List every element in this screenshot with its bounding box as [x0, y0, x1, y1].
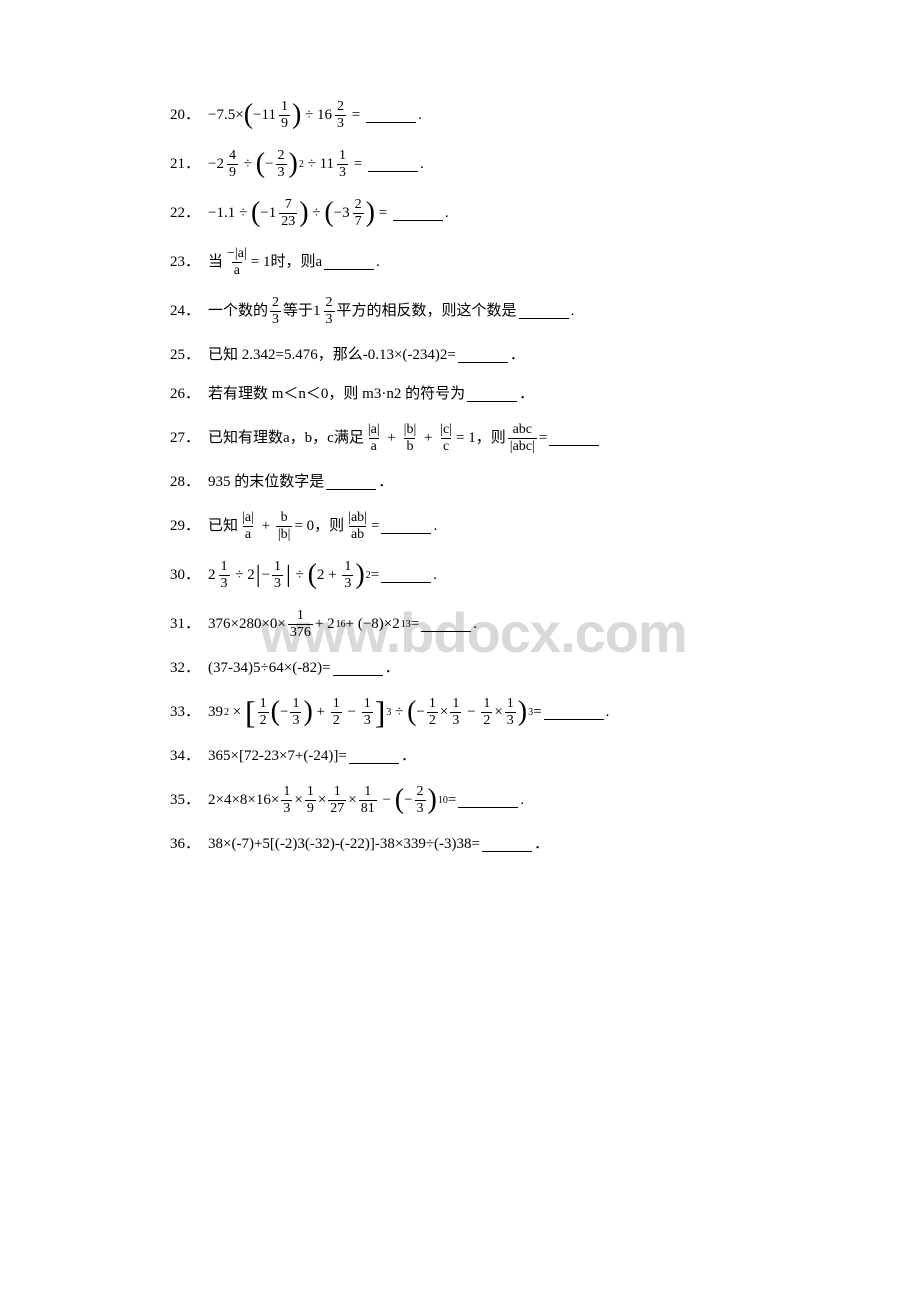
- answer-blank: [549, 431, 599, 446]
- expression: 当 −|a|a = 1时，则a: [208, 247, 322, 278]
- answer-blank: [458, 348, 508, 363]
- problem-number: 31．: [170, 614, 200, 635]
- answer-blank: [381, 568, 431, 583]
- problem-number: 33．: [170, 702, 200, 723]
- expression: 213 ÷ 2 | − 13 | ÷ ( 2 + 13 )2 =: [208, 560, 379, 591]
- expression: 38×(-7)+5[(-2)3(-32)-(-22)]-38×339÷(-3)3…: [208, 834, 480, 855]
- problem-24: 24． 一个数的 23 等于 123 平方的相反数，则这个数是 .: [170, 296, 750, 327]
- problem-number: 27．: [170, 428, 200, 449]
- problem-number: 20．: [170, 105, 200, 126]
- problem-number: 21．: [170, 154, 200, 175]
- expression: 一个数的 23 等于 123 平方的相反数，则这个数是: [208, 296, 517, 327]
- problem-21: 21． − 249 ÷ ( − 23 )2 ÷ 1113 = .: [170, 149, 750, 180]
- expression: (37-34)5÷64×(-82)=: [208, 658, 331, 679]
- answer-blank: [421, 617, 471, 632]
- problem-number: 35．: [170, 790, 200, 811]
- problem-25: 25． 已知 2.342=5.476，那么-0.13×(-234)2= ．: [170, 345, 750, 366]
- answer-blank: [519, 304, 569, 319]
- problem-33: 33． 392 × [ 12 ( − 13 ) + 12 − 13 ]3 ÷ (…: [170, 697, 750, 728]
- problem-number: 29．: [170, 516, 200, 537]
- answer-blank: [349, 749, 399, 764]
- problem-22: 22． − 1.1 ÷ ( − 1723 ) ÷ ( − 327 ) = .: [170, 198, 750, 229]
- expression: 392 × [ 12 ( − 13 ) + 12 − 13 ]3 ÷ ( − 1…: [208, 697, 542, 728]
- problem-23: 23． 当 −|a|a = 1时，则a .: [170, 247, 750, 278]
- answer-blank: [333, 661, 383, 676]
- expression: − 1.1 ÷ ( − 1723 ) ÷ ( − 327 ) =: [208, 198, 391, 229]
- problem-31: 31． 376×280×0× 1376 + 216 + (−8)×213 = .: [170, 609, 750, 640]
- answer-blank: [324, 255, 374, 270]
- problem-number: 28．: [170, 472, 200, 493]
- problem-32: 32． (37-34)5÷64×(-82)= ．: [170, 658, 750, 679]
- answer-blank: [381, 519, 431, 534]
- problem-number: 34．: [170, 746, 200, 767]
- problem-number: 22．: [170, 203, 200, 224]
- problem-20: 20． − 7.5× ( − 1119 ) ÷ 1623 = .: [170, 100, 750, 131]
- problem-34: 34． 365×[72-23×7+(-24)]= ．: [170, 746, 750, 767]
- answer-blank: [326, 475, 376, 490]
- problem-number: 36．: [170, 834, 200, 855]
- problem-28: 28． 935 的末位数字是 ．: [170, 472, 750, 493]
- problem-30: 30． 213 ÷ 2 | − 13 | ÷ ( 2 + 13 )2 = .: [170, 560, 750, 591]
- problem-35: 35． 2×4×8×16× 13 × 19 × 127 × 181 − ( − …: [170, 785, 750, 816]
- problems-list: 20． − 7.5× ( − 1119 ) ÷ 1623 = . 21． − 2…: [170, 100, 750, 855]
- problem-number: 26．: [170, 384, 200, 405]
- expression: 935 的末位数字是: [208, 472, 324, 493]
- problem-26: 26． 若有理数 m＜n＜0，则 m3·n2 的符号为 ．: [170, 384, 750, 405]
- expression: 365×[72-23×7+(-24)]=: [208, 746, 347, 767]
- answer-blank: [366, 108, 416, 123]
- answer-blank: [393, 206, 443, 221]
- answer-blank: [544, 705, 604, 720]
- expression: − 249 ÷ ( − 23 )2 ÷ 1113 =: [208, 149, 366, 180]
- expression: 376×280×0× 1376 + 216 + (−8)×213 =: [208, 609, 419, 640]
- expression: 若有理数 m＜n＜0，则 m3·n2 的符号为: [208, 384, 465, 405]
- problem-number: 30．: [170, 565, 200, 586]
- problem-number: 23．: [170, 252, 200, 273]
- expression: 已知有理数a，b，c满足 |a|a + |b|b + |c|c = 1，则 ab…: [208, 423, 547, 454]
- expression: 已知 |a|a + b|b| = 0，则 |ab|ab =: [208, 511, 379, 542]
- expression: − 7.5× ( − 1119 ) ÷ 1623 =: [208, 100, 364, 131]
- problem-36: 36． 38×(-7)+5[(-2)3(-32)-(-22)]-38×339÷(…: [170, 834, 750, 855]
- expression: 2×4×8×16× 13 × 19 × 127 × 181 − ( − 23 )…: [208, 785, 456, 816]
- expression: 已知 2.342=5.476，那么-0.13×(-234)2=: [208, 345, 456, 366]
- problem-27: 27． 已知有理数a，b，c满足 |a|a + |b|b + |c|c = 1，…: [170, 423, 750, 454]
- answer-blank: [467, 387, 517, 402]
- answer-blank: [458, 793, 518, 808]
- answer-blank: [482, 837, 532, 852]
- problem-number: 32．: [170, 658, 200, 679]
- problem-29: 29． 已知 |a|a + b|b| = 0，则 |ab|ab = .: [170, 511, 750, 542]
- answer-blank: [368, 157, 418, 172]
- problem-number: 25．: [170, 345, 200, 366]
- problem-number: 24．: [170, 301, 200, 322]
